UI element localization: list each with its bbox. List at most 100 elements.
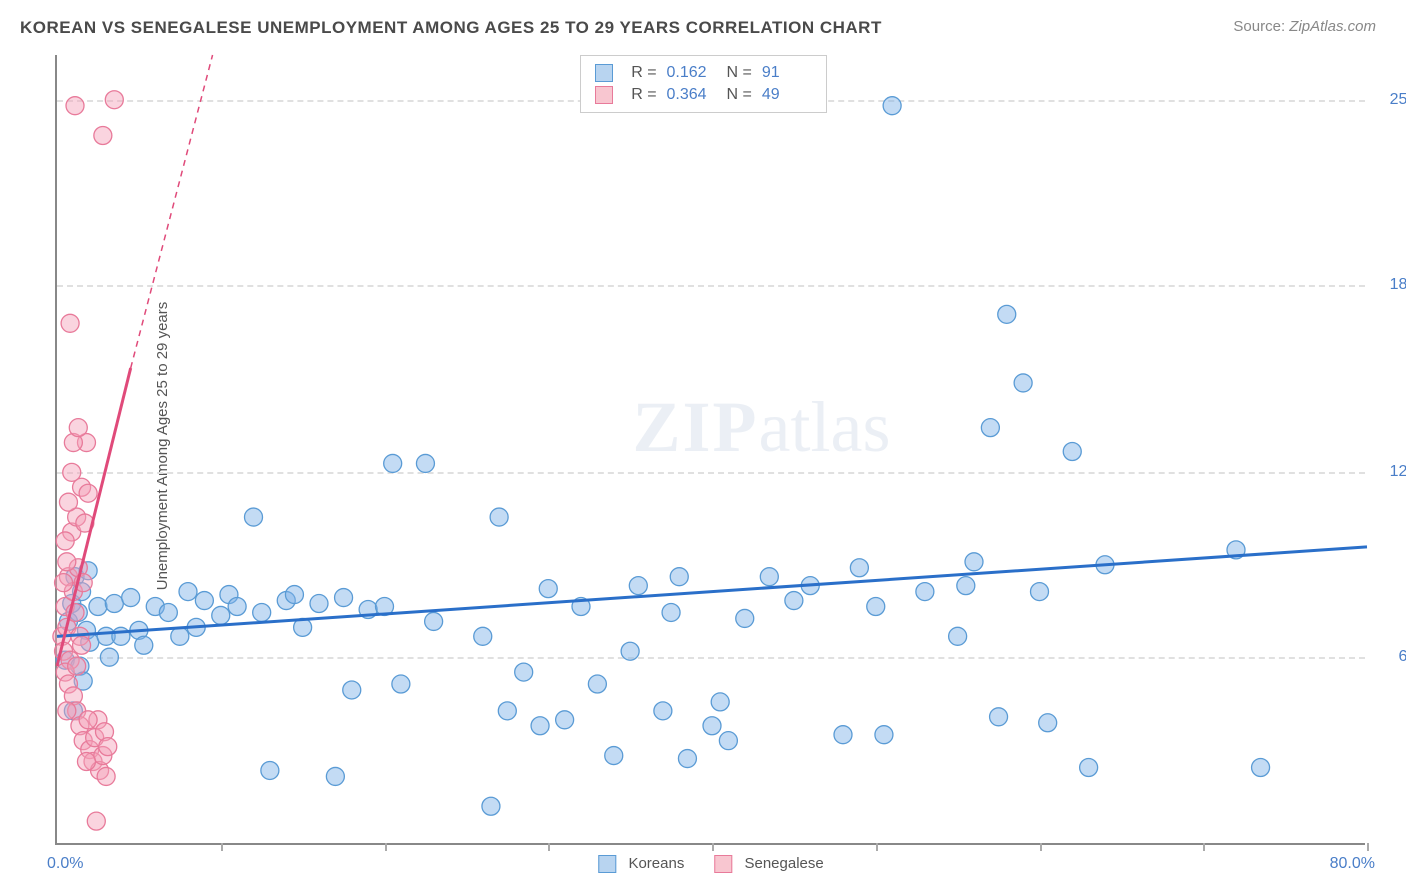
- scatter-point: [1080, 758, 1098, 776]
- ytick-label: 12.5%: [1375, 463, 1406, 481]
- scatter-point: [416, 454, 434, 472]
- chart-title: KOREAN VS SENEGALESE UNEMPLOYMENT AMONG …: [20, 18, 882, 38]
- scatter-point: [89, 598, 107, 616]
- xtick: [712, 843, 714, 851]
- scatter-point: [69, 419, 87, 437]
- stats-legend-box: R = 0.162 N = 91 R = 0.364 N = 49: [580, 55, 827, 113]
- scatter-point: [112, 627, 130, 645]
- swatch-blue-icon: [598, 855, 616, 873]
- scatter-point: [654, 702, 672, 720]
- scatter-point: [68, 657, 86, 675]
- swatch-pink-icon: [595, 86, 613, 104]
- scatter-point: [490, 508, 508, 526]
- scatter-point: [73, 636, 91, 654]
- scatter-point: [703, 717, 721, 735]
- scatter-point: [66, 97, 84, 115]
- swatch-pink-icon: [714, 855, 732, 873]
- scatter-point: [135, 636, 153, 654]
- scatter-point: [785, 592, 803, 610]
- scatter-point: [957, 577, 975, 595]
- scatter-point: [77, 753, 95, 771]
- scatter-point: [711, 693, 729, 711]
- scatter-point: [87, 812, 105, 830]
- scatter-point: [916, 583, 934, 601]
- stats-row-koreans: R = 0.162 N = 91: [595, 62, 812, 84]
- scatter-point: [1252, 758, 1270, 776]
- scatter-point: [212, 606, 230, 624]
- scatter-point: [736, 609, 754, 627]
- scatter-point: [285, 586, 303, 604]
- legend-item-senegalese: Senegalese: [714, 855, 823, 873]
- scatter-point: [99, 738, 117, 756]
- xtick: [1367, 843, 1369, 851]
- plot-area: ZIPatlas 6.3%12.5%18.8%25.0% R = 0.162 N…: [55, 55, 1365, 845]
- scatter-point: [719, 732, 737, 750]
- stats-row-senegalese: R = 0.364 N = 49: [595, 84, 812, 106]
- scatter-point: [253, 603, 271, 621]
- scatter-point: [482, 797, 500, 815]
- ytick-label: 6.3%: [1375, 648, 1406, 666]
- scatter-point: [100, 648, 118, 666]
- scatter-point: [949, 627, 967, 645]
- trend-line: [57, 547, 1367, 636]
- scatter-point: [981, 419, 999, 437]
- xtick: [548, 843, 550, 851]
- scatter-point: [195, 592, 213, 610]
- stats-R-label: R =: [631, 64, 656, 82]
- scatter-point: [621, 642, 639, 660]
- ytick-label: 18.8%: [1375, 276, 1406, 294]
- scatter-point: [261, 761, 279, 779]
- stats-R-label: R =: [631, 86, 656, 104]
- xtick: [385, 843, 387, 851]
- scatter-point: [531, 717, 549, 735]
- scatter-point: [171, 627, 189, 645]
- scatter-point: [515, 663, 533, 681]
- stats-N-senegalese: 49: [762, 86, 812, 104]
- legend-bottom: Koreans Senegalese: [598, 855, 823, 873]
- legend-label-koreans: Koreans: [628, 855, 684, 872]
- scatter-point: [875, 726, 893, 744]
- stats-N-label: N =: [727, 86, 752, 104]
- stats-N-koreans: 91: [762, 64, 812, 82]
- legend-label-senegalese: Senegalese: [744, 855, 823, 872]
- scatter-point: [61, 314, 79, 332]
- scatter-point: [58, 702, 76, 720]
- scatter-point: [834, 726, 852, 744]
- scatter-point: [556, 711, 574, 729]
- xtick: [221, 843, 223, 851]
- scatter-point: [122, 589, 140, 607]
- scatter-point: [63, 463, 81, 481]
- scatter-point: [474, 627, 492, 645]
- legend-item-koreans: Koreans: [598, 855, 684, 873]
- x-max-label: 80.0%: [1330, 855, 1375, 873]
- scatter-point: [425, 612, 443, 630]
- scatter-point: [310, 595, 328, 613]
- scatter-point: [539, 580, 557, 598]
- scatter-point: [1014, 374, 1032, 392]
- scatter-point: [1031, 583, 1049, 601]
- scatter-point: [965, 553, 983, 571]
- scatter-point: [384, 454, 402, 472]
- scatter-point: [245, 508, 263, 526]
- source-attribution: Source: ZipAtlas.com: [1233, 18, 1376, 35]
- scatter-point: [498, 702, 516, 720]
- scatter-point: [662, 603, 680, 621]
- scatter-point: [58, 553, 76, 571]
- scatter-point: [760, 568, 778, 586]
- scatter-point: [97, 767, 115, 785]
- scatter-point: [335, 589, 353, 607]
- scatter-point: [678, 750, 696, 768]
- scatter-point: [605, 747, 623, 765]
- scatter-point: [228, 598, 246, 616]
- scatter-point: [1063, 442, 1081, 460]
- source-label: Source:: [1233, 18, 1285, 35]
- scatter-point: [79, 711, 97, 729]
- source-value: ZipAtlas.com: [1289, 18, 1376, 35]
- stats-N-label: N =: [727, 64, 752, 82]
- scatter-point: [105, 91, 123, 109]
- stats-R-senegalese: 0.364: [667, 86, 717, 104]
- swatch-blue-icon: [595, 64, 613, 82]
- scatter-point: [883, 97, 901, 115]
- scatter-point: [79, 484, 97, 502]
- ytick-label: 25.0%: [1375, 91, 1406, 109]
